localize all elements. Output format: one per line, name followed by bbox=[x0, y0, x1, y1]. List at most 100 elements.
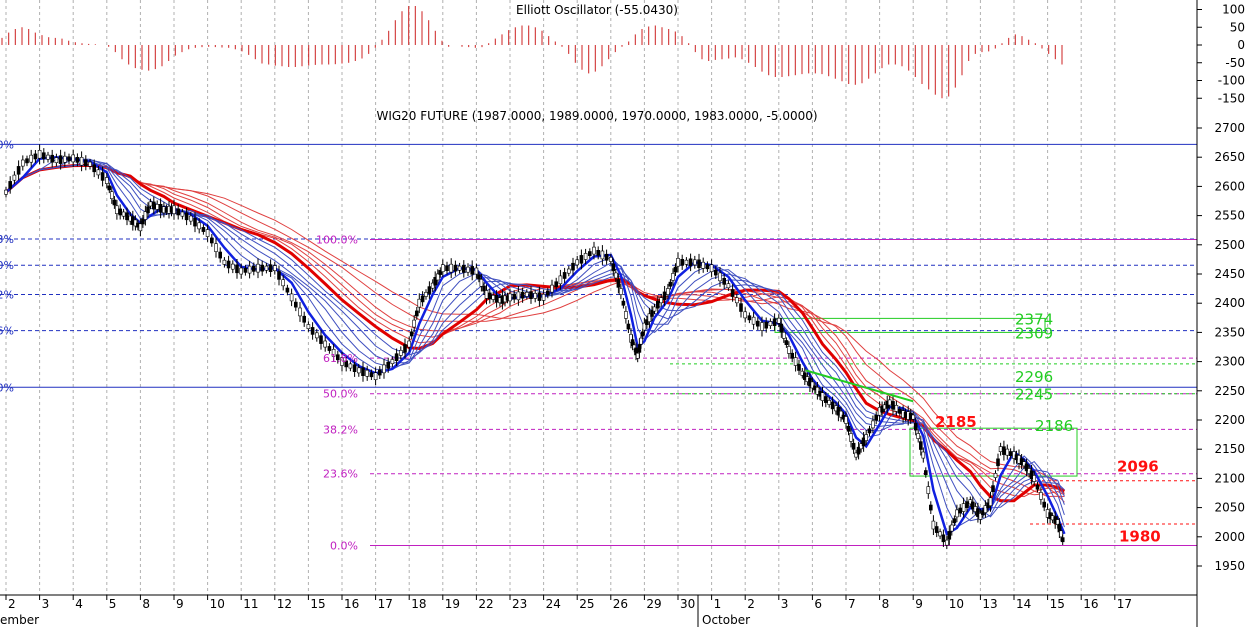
price-bar-body bbox=[512, 293, 517, 300]
price-bar-body bbox=[676, 257, 680, 267]
price-bar-body bbox=[398, 349, 403, 356]
price-bar-body bbox=[849, 433, 853, 442]
left-edge-labels: 0% 3% 0% 2% 6% 0% bbox=[0, 138, 14, 394]
price-bar-body bbox=[934, 526, 939, 533]
oscillator-tick-label: 50 bbox=[1230, 20, 1245, 34]
price-bar-body bbox=[673, 266, 678, 273]
price-bar-body bbox=[592, 246, 596, 255]
month-label: October bbox=[702, 613, 750, 627]
date-label: 22 bbox=[478, 597, 493, 611]
price-tick-label: 2000 bbox=[1214, 530, 1245, 544]
date-label: 10 bbox=[949, 597, 964, 611]
price-bar-body bbox=[533, 292, 538, 299]
price-bar-body bbox=[566, 268, 571, 274]
price-bar-body bbox=[125, 212, 129, 221]
price-bar-body bbox=[491, 294, 496, 300]
price-bar-body bbox=[494, 294, 499, 303]
date-label: 2 bbox=[747, 597, 755, 611]
price-bar-body bbox=[146, 206, 150, 214]
price-tick-label: 2600 bbox=[1214, 179, 1245, 193]
price-bar-body bbox=[955, 509, 959, 518]
price-bar-body bbox=[662, 291, 667, 301]
price-bar-body bbox=[616, 279, 621, 288]
price-bar-body bbox=[115, 205, 119, 215]
price-bar-body bbox=[20, 159, 25, 167]
price-bar-body bbox=[477, 274, 481, 280]
price-bar-body bbox=[784, 340, 789, 345]
date-label: 11 bbox=[243, 597, 258, 611]
price-bar-body bbox=[79, 157, 84, 166]
price-bar-body bbox=[772, 318, 777, 327]
price-bar-body bbox=[652, 306, 657, 312]
green-level-label: 2309 bbox=[1015, 324, 1053, 342]
price-bar-body bbox=[790, 352, 795, 359]
edge-label: 0% bbox=[0, 259, 14, 272]
price-tick-label: 2550 bbox=[1214, 209, 1245, 223]
price-bar-body bbox=[285, 287, 290, 293]
price-bar-body bbox=[430, 282, 435, 289]
price-bar-body bbox=[193, 217, 197, 227]
price-bar-body bbox=[424, 291, 428, 297]
price-bar-body bbox=[1029, 470, 1034, 479]
price-bar-body bbox=[751, 316, 756, 325]
price-bar-body bbox=[611, 263, 616, 272]
price-bar-body bbox=[635, 352, 640, 359]
price-bar-body bbox=[412, 319, 417, 328]
date-label: 8 bbox=[142, 597, 150, 611]
price-bar-body bbox=[587, 251, 592, 256]
price-bar-body bbox=[365, 369, 370, 377]
price-bar-body bbox=[277, 271, 281, 280]
price-tick-label: 2400 bbox=[1214, 296, 1245, 310]
green-level-label: 2374 bbox=[1015, 310, 1053, 328]
date-axis: 2 3 4 5 8 9 10 11 12 15 16 17 18 19 22 23 24 25 26 29 30 1 2 3 6… bbox=[0, 595, 1132, 627]
price-bar-body bbox=[856, 446, 861, 455]
price-bar-body bbox=[176, 208, 180, 216]
green-trendline bbox=[805, 369, 914, 403]
price-bar-body bbox=[417, 298, 422, 308]
price-bar-body bbox=[713, 269, 718, 276]
date-label: 29 bbox=[646, 597, 661, 611]
price-bar-body bbox=[487, 292, 492, 300]
date-label: 16 bbox=[1083, 597, 1098, 611]
price-bars bbox=[4, 144, 1065, 550]
date-label: 5 bbox=[109, 597, 117, 611]
price-bar-body bbox=[793, 357, 798, 366]
price-bar-body bbox=[624, 311, 628, 319]
price-bar-body bbox=[779, 323, 784, 333]
price-bar-body bbox=[172, 205, 176, 215]
oscillator-bars bbox=[1, 6, 1063, 99]
price-bar-body bbox=[16, 166, 21, 175]
fibonacci-label: 61.8% bbox=[323, 352, 358, 365]
price-bar-body bbox=[554, 281, 559, 288]
date-label: 12 bbox=[277, 597, 292, 611]
price-bar-body bbox=[941, 534, 946, 543]
horizontal-levels bbox=[0, 143, 1197, 547]
price-bar-body bbox=[550, 284, 554, 293]
price-bar-body bbox=[107, 185, 112, 191]
price-bar-body bbox=[1042, 501, 1046, 508]
price-bar-body bbox=[420, 295, 425, 303]
price-bar-body bbox=[642, 322, 647, 331]
price-bar-body bbox=[797, 364, 801, 371]
price-bar-body bbox=[524, 291, 529, 297]
price-bar-body bbox=[222, 259, 227, 265]
price-bar-body bbox=[335, 354, 340, 361]
price-bar-body bbox=[949, 524, 954, 532]
price-bar-body bbox=[947, 531, 952, 540]
price-tick-label: 2650 bbox=[1214, 150, 1245, 164]
date-label: 7 bbox=[848, 597, 856, 611]
date-label: 4 bbox=[75, 597, 83, 611]
price-bar-body bbox=[46, 154, 50, 160]
price-bar-body bbox=[268, 264, 273, 273]
price-bar-body bbox=[414, 310, 419, 317]
green-level-label: 2296 bbox=[1015, 368, 1053, 386]
price-bar-body bbox=[148, 201, 153, 207]
price-bar-body bbox=[67, 156, 71, 162]
price-bar-body bbox=[650, 310, 654, 317]
date-label: 25 bbox=[579, 597, 594, 611]
price-bar-body bbox=[474, 267, 479, 275]
price-bar-body bbox=[331, 348, 336, 357]
price-bar-body bbox=[697, 259, 701, 268]
price-tick-label: 2100 bbox=[1214, 471, 1245, 485]
price-bar-body bbox=[508, 293, 512, 302]
